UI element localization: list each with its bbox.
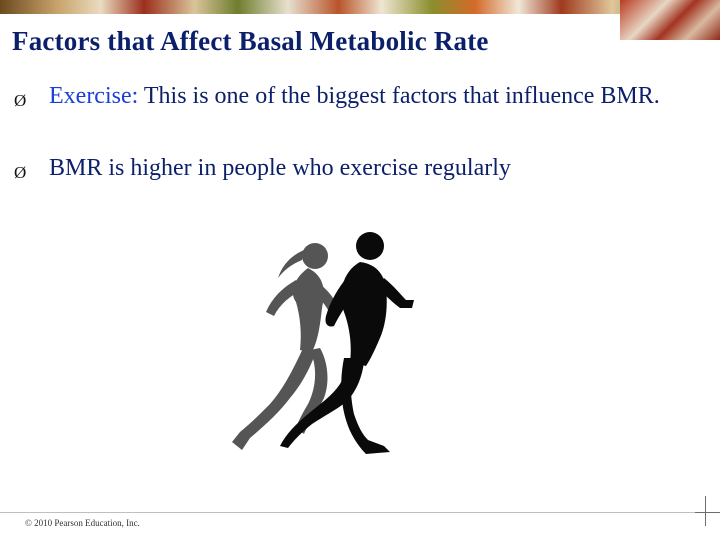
bullet-text: BMR is higher in people who exercise reg… (49, 154, 689, 183)
bullet-keyword: Exercise: (49, 83, 139, 109)
bullet-arrow-icon: Ø (14, 163, 27, 182)
bullet-body: BMR is higher in people who exercise reg… (49, 155, 511, 181)
footer-divider (0, 512, 700, 513)
bullet-arrow-icon: Ø (14, 91, 27, 110)
runners-silhouette-image (232, 232, 414, 454)
copyright-footer: © 2010 Pearson Education, Inc. (25, 518, 140, 528)
bullet-body: This is one of the biggest factors that … (138, 83, 660, 109)
bullet-text: Exercise: This is one of the biggest fac… (49, 82, 689, 111)
title-background (0, 14, 620, 40)
slide-title: Factors that Affect Basal Metabolic Rate (12, 26, 489, 56)
runner-woman-silhouette (232, 243, 340, 450)
corner-crosshair-horizontal (695, 512, 720, 513)
food-banner-image (0, 0, 720, 14)
runner-man-silhouette (280, 232, 414, 454)
corner-crosshair-vertical (705, 496, 706, 526)
food-corner-image (620, 0, 720, 40)
